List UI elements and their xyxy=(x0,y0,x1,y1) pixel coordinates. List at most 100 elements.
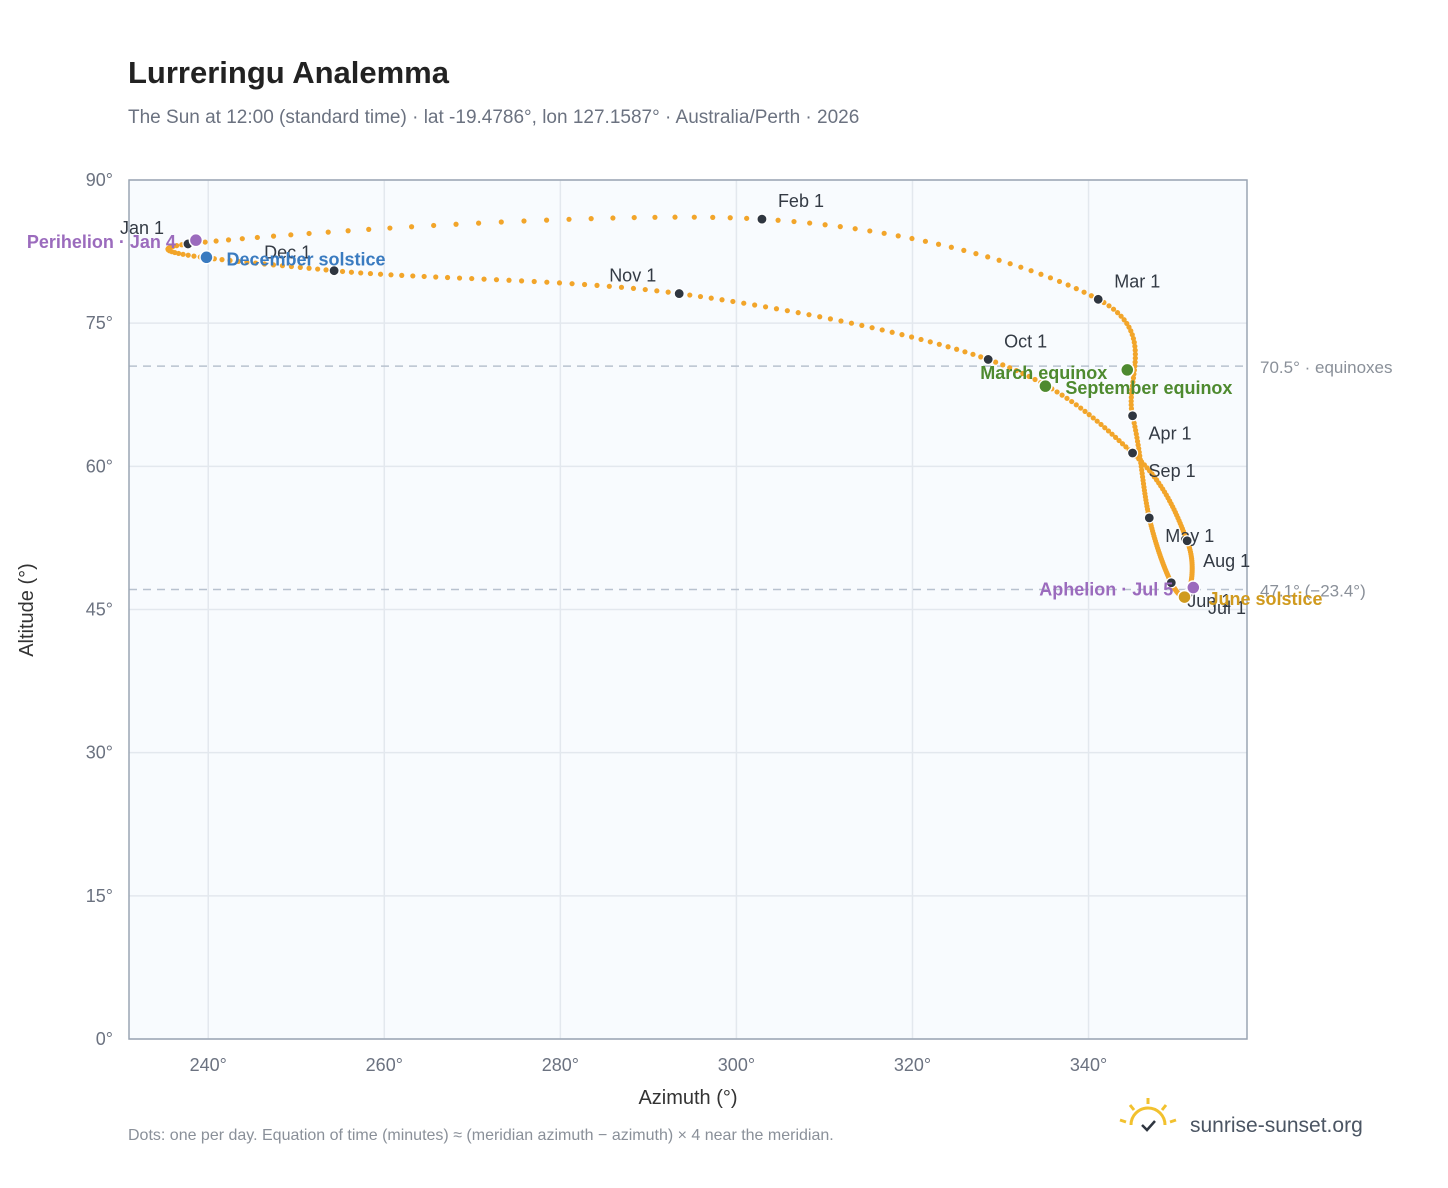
day-dot xyxy=(909,235,915,242)
day-dot xyxy=(1090,415,1096,421)
reference-line-label: 47.1° (−23.4°) xyxy=(1260,581,1366,600)
day-dot xyxy=(219,257,225,263)
plot-frame xyxy=(128,179,1248,1040)
y-tick-label: 30° xyxy=(86,743,113,763)
day-dot xyxy=(936,341,942,347)
day-dot xyxy=(869,325,875,331)
day-dot xyxy=(927,339,933,345)
month-marker xyxy=(756,213,768,225)
month-marker xyxy=(1092,293,1104,305)
day-dot xyxy=(1098,421,1104,428)
day-dot xyxy=(859,322,865,329)
x-tick-label: 320° xyxy=(894,1055,931,1075)
day-dot xyxy=(518,278,525,284)
day-dot xyxy=(631,214,637,221)
day-dot xyxy=(895,233,901,239)
day-dot xyxy=(431,222,437,229)
day-dot xyxy=(339,268,346,275)
day-dot xyxy=(606,283,612,289)
day-dot xyxy=(1132,359,1138,365)
day-dot xyxy=(543,217,550,223)
event-label: December solstice xyxy=(226,249,385,269)
day-dot xyxy=(954,346,960,352)
day-dot xyxy=(1078,405,1084,411)
event-label: Aphelion · Jul 5 xyxy=(1039,580,1173,600)
day-dot xyxy=(978,354,984,360)
day-dot xyxy=(1056,278,1063,285)
month-label: Jan 1 xyxy=(120,218,164,238)
y-tick-label: 45° xyxy=(86,600,113,620)
month-label: Nov 1 xyxy=(609,266,656,286)
month-marker xyxy=(1126,410,1139,422)
day-dot xyxy=(399,272,405,278)
event-marker xyxy=(1186,580,1201,595)
day-dot xyxy=(687,292,693,298)
sun-check-icon xyxy=(1119,1098,1177,1132)
day-dot xyxy=(1094,418,1100,424)
y-axis-ticks: 0° 15° 30° 45° 60° 75° 90° xyxy=(86,170,113,1049)
day-dot xyxy=(180,251,186,257)
month-label: Aug 1 xyxy=(1203,551,1250,571)
day-dot xyxy=(827,316,833,322)
day-dot xyxy=(544,279,550,285)
month-label: Jul 1 xyxy=(1208,598,1246,618)
day-dot xyxy=(1028,268,1034,274)
day-dot xyxy=(838,318,844,324)
day-dot xyxy=(1130,335,1137,342)
event-marker xyxy=(199,250,214,265)
x-tick-label: 280° xyxy=(542,1055,579,1075)
day-dot xyxy=(727,215,733,221)
day-dot xyxy=(691,214,697,220)
day-dot xyxy=(433,274,439,280)
day-dot xyxy=(1047,275,1054,281)
day-dot xyxy=(1069,398,1075,405)
day-dot xyxy=(1000,362,1006,368)
day-dot xyxy=(1130,375,1137,381)
chart-title: Lurreringu Analemma xyxy=(128,55,450,90)
month-label: Feb 1 xyxy=(778,191,824,211)
day-dot xyxy=(325,229,331,235)
day-dot xyxy=(889,329,895,335)
day-dot xyxy=(697,293,704,300)
day-dot xyxy=(569,281,575,287)
day-dot xyxy=(566,216,572,222)
day-dot xyxy=(1128,398,1134,404)
day-dot xyxy=(961,247,967,253)
day-dot xyxy=(594,282,600,288)
day-dot xyxy=(410,273,416,279)
day-dot xyxy=(270,262,277,268)
month-marker xyxy=(328,265,340,277)
day-dot xyxy=(945,344,951,350)
month-marker xyxy=(1126,447,1139,459)
day-dot xyxy=(421,273,427,280)
y-tick-label: 0° xyxy=(96,1029,113,1049)
day-dot xyxy=(795,310,801,316)
day-dot xyxy=(775,217,781,223)
day-dot xyxy=(744,215,750,221)
x-tick-label: 260° xyxy=(366,1055,403,1075)
day-dot xyxy=(899,332,905,338)
chart-subtitle: The Sun at 12:00 (standard time) · lat -… xyxy=(128,107,859,128)
month-label: Mar 1 xyxy=(1114,271,1160,291)
day-dot xyxy=(288,232,294,238)
day-dot xyxy=(773,306,780,312)
month-marker xyxy=(673,287,685,300)
day-dot xyxy=(387,225,393,231)
month-label: Apr 1 xyxy=(1149,424,1192,444)
day-dot xyxy=(493,277,500,283)
day-dot xyxy=(531,278,537,285)
day-dot xyxy=(762,304,769,310)
day-dot xyxy=(253,260,259,266)
day-dot xyxy=(1129,383,1136,389)
day-dot xyxy=(806,312,812,318)
day-dot xyxy=(1112,434,1119,440)
day-dot xyxy=(652,214,658,220)
day-dot xyxy=(1128,390,1135,397)
x-axis-ticks: 240° 260° 280° 300° 320° 340° xyxy=(190,1055,1108,1075)
day-dot xyxy=(174,243,180,249)
day-dot xyxy=(388,272,394,278)
day-dot xyxy=(642,286,648,293)
day-dot xyxy=(985,254,991,260)
day-dot xyxy=(358,270,364,276)
